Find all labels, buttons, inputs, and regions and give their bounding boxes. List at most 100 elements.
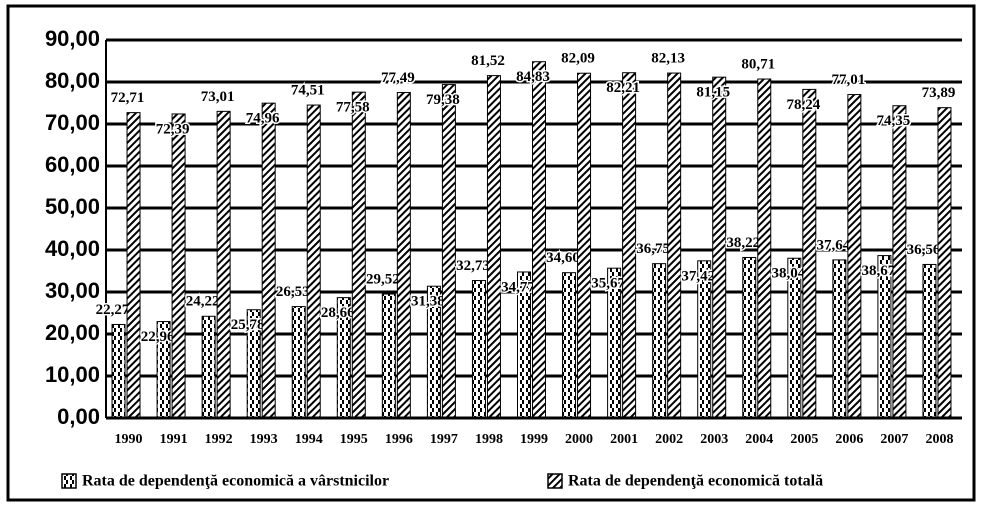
bar bbox=[261, 102, 276, 419]
value-label: 73,89 bbox=[922, 85, 956, 101]
value-label: 82,09 bbox=[561, 51, 595, 67]
x-tick-label: 1991 bbox=[160, 432, 188, 447]
value-label: 77,58 bbox=[336, 100, 370, 116]
value-label: 22,96 bbox=[141, 329, 175, 345]
bar bbox=[922, 263, 937, 419]
value-label: 34,60 bbox=[546, 250, 580, 266]
legend-swatch bbox=[61, 473, 77, 489]
y-tick-label: 0,00 bbox=[57, 404, 100, 429]
value-label: 82,21 bbox=[606, 80, 640, 96]
y-tick-label: 70,00 bbox=[45, 110, 100, 135]
bar bbox=[486, 75, 501, 419]
x-tick-label: 1994 bbox=[295, 432, 323, 447]
x-tick-label: 2005 bbox=[790, 432, 818, 447]
bar bbox=[697, 260, 712, 419]
bar bbox=[201, 315, 216, 419]
value-label: 36,75 bbox=[636, 241, 670, 257]
bar bbox=[111, 323, 126, 419]
x-tick-label: 1990 bbox=[115, 432, 143, 447]
y-tick-label: 30,00 bbox=[45, 278, 100, 303]
value-label: 37,64 bbox=[816, 237, 850, 253]
y-tick-label: 40,00 bbox=[45, 236, 100, 261]
value-label: 72,71 bbox=[111, 90, 145, 106]
value-label: 38,04 bbox=[771, 266, 805, 282]
value-label: 26,53 bbox=[276, 284, 310, 300]
bar bbox=[622, 72, 637, 419]
bar bbox=[441, 84, 456, 419]
x-tick-label: 2000 bbox=[565, 432, 593, 447]
value-label: 74,35 bbox=[877, 113, 911, 129]
bar bbox=[216, 110, 231, 419]
value-label: 31,38 bbox=[411, 294, 445, 310]
value-label: 38,22 bbox=[726, 235, 760, 251]
x-tick-label: 1999 bbox=[520, 432, 548, 447]
value-label: 32,73 bbox=[456, 258, 490, 274]
legend-label: Rata de dependenţă economică totală bbox=[568, 473, 823, 490]
bar bbox=[742, 256, 757, 419]
value-label: 28,66 bbox=[321, 305, 355, 321]
x-tick-label: 1997 bbox=[430, 432, 458, 447]
bar bbox=[892, 105, 907, 419]
value-label: 81,15 bbox=[696, 85, 730, 101]
bar bbox=[877, 255, 892, 419]
bar bbox=[667, 72, 682, 419]
value-label: 77,49 bbox=[381, 70, 415, 86]
value-label: 74,51 bbox=[291, 82, 325, 98]
value-label: 36,56 bbox=[907, 242, 941, 258]
value-label: 77,01 bbox=[831, 72, 865, 88]
bar bbox=[712, 76, 727, 419]
x-tick-label: 2004 bbox=[745, 432, 773, 447]
value-label: 79,38 bbox=[426, 92, 460, 108]
value-label: 81,52 bbox=[471, 53, 505, 69]
bar bbox=[291, 306, 306, 419]
x-tick-label: 1992 bbox=[205, 432, 233, 447]
bar bbox=[171, 113, 186, 419]
value-label: 73,01 bbox=[201, 89, 235, 105]
y-tick-label: 80,00 bbox=[45, 68, 100, 93]
x-tick-label: 1995 bbox=[340, 432, 368, 447]
value-label: 35,67 bbox=[591, 276, 625, 292]
x-tick-label: 2008 bbox=[925, 432, 953, 447]
x-tick-label: 2002 bbox=[655, 432, 683, 447]
value-label: 29,52 bbox=[366, 271, 400, 287]
bar bbox=[471, 280, 486, 419]
y-tick-label: 20,00 bbox=[45, 320, 100, 345]
value-label: 37,42 bbox=[681, 268, 715, 284]
bar bbox=[532, 61, 546, 419]
y-tick-label: 90,00 bbox=[45, 26, 100, 51]
x-tick-label: 2001 bbox=[610, 432, 638, 447]
bar bbox=[652, 263, 667, 419]
bar bbox=[306, 104, 321, 419]
x-tick-label: 2003 bbox=[700, 432, 728, 447]
value-label: 22,27 bbox=[96, 302, 130, 318]
bar bbox=[757, 78, 772, 419]
bar bbox=[381, 293, 396, 419]
bar bbox=[832, 259, 847, 419]
value-label: 34,77 bbox=[501, 279, 535, 295]
value-label: 74,96 bbox=[246, 111, 280, 127]
value-label: 72,39 bbox=[156, 121, 190, 137]
legend-swatch bbox=[547, 473, 563, 489]
bar bbox=[802, 88, 817, 419]
y-tick-label: 60,00 bbox=[45, 152, 100, 177]
value-label: 82,13 bbox=[651, 50, 685, 66]
value-label: 24,22 bbox=[186, 294, 220, 310]
bar bbox=[351, 91, 366, 419]
value-label: 84,83 bbox=[516, 69, 550, 85]
bar bbox=[562, 272, 577, 419]
y-tick-label: 50,00 bbox=[45, 194, 100, 219]
x-tick-label: 1998 bbox=[475, 432, 503, 447]
bar bbox=[937, 107, 952, 419]
x-tick-label: 1993 bbox=[250, 432, 278, 447]
value-label: 78,24 bbox=[786, 97, 820, 113]
bar bbox=[396, 92, 411, 419]
bar bbox=[126, 112, 141, 419]
value-label: 25,78 bbox=[231, 317, 265, 333]
legend-label: Rata de dependenţă economică a vârstnici… bbox=[82, 473, 389, 490]
x-tick-label: 2007 bbox=[880, 432, 908, 447]
x-tick-label: 1996 bbox=[385, 432, 413, 447]
value-label: 80,71 bbox=[741, 56, 775, 72]
value-label: 38,67 bbox=[862, 263, 896, 279]
bar bbox=[577, 72, 592, 419]
